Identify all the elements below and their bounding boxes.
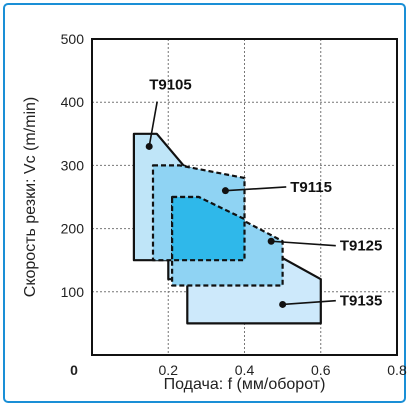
region-label-t9125: T9125 — [340, 238, 383, 255]
y-axis-title: Скорость резки: Vc (m/min) — [22, 97, 39, 297]
x-tick-label: 0 — [70, 362, 78, 378]
y-tick-label: 200 — [61, 221, 85, 237]
region-layer — [132, 132, 322, 325]
anchor-dot-t9125 — [267, 237, 275, 245]
leader-line-t9105 — [148, 101, 158, 147]
leader-line-t9115 — [225, 186, 287, 192]
x-tick-label: 0.6 — [311, 362, 331, 378]
region-label-t9115: T9115 — [290, 179, 332, 196]
leader-layer — [145, 101, 336, 308]
plot-border — [91, 38, 398, 356]
x-tick-label: 0.8 — [387, 362, 407, 378]
x-tick-label: 0.2 — [159, 362, 179, 378]
anchor-dot-t9115 — [221, 187, 229, 195]
y-tick-label: 300 — [61, 157, 85, 173]
leader-line-t9125 — [271, 240, 336, 247]
region-label-t9105: T9105 — [149, 77, 192, 94]
x-tick-label: 0.4 — [235, 362, 255, 378]
x-axis-title: Подача: f (мм/оборот) — [164, 376, 326, 393]
anchor-dot-t9135 — [279, 300, 287, 308]
axis-layer: 0 0.2 0.4 0.6 0.8 100 200 300 400 500 — [61, 31, 407, 378]
y-tick-label: 500 — [61, 31, 85, 47]
y-tick-label: 400 — [61, 94, 85, 110]
x-axis-title-text: Подача: f (мм/оборот) — [164, 376, 326, 393]
label-layer: T9105 T9115 T9125 T9135 — [149, 77, 382, 310]
y-tick-label: 100 — [61, 284, 85, 300]
region-label-t9135: T9135 — [340, 293, 383, 310]
anchor-dot-t9105 — [145, 142, 153, 150]
y-axis-title-text: Скорость резки: Vc (m/min) — [22, 97, 39, 297]
region-t9105-t9115-overlap — [171, 195, 246, 262]
leader-line-t9135 — [282, 299, 336, 306]
